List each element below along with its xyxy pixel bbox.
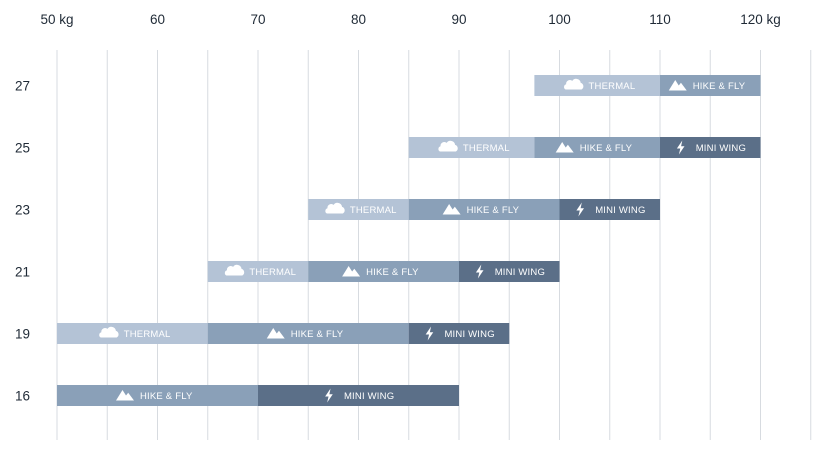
- bar-segment-label: HIKE & FLY: [366, 267, 419, 278]
- bar-segment-label: HIKE & FLY: [467, 205, 520, 216]
- cloud-icon: [99, 326, 119, 338]
- bar-segment-label: THERMAL: [463, 143, 510, 154]
- x-axis-ticks: 50 kg 60 70 80 90 100 110 120 kg: [40, 12, 780, 27]
- mountain-icon: [442, 204, 461, 215]
- row-size-label: 25: [15, 141, 30, 156]
- bar-segment-mini-wing: MINI WING: [660, 137, 761, 158]
- mountain-icon: [668, 80, 687, 91]
- bar-segment-mini-wing: MINI WING: [258, 385, 459, 406]
- lightning-icon: [576, 202, 584, 217]
- x-tick-label: 90: [451, 12, 466, 27]
- grid-lines: [56, 50, 812, 440]
- x-tick-label: 80: [351, 12, 366, 27]
- chart-row: 23 THERMAL HIKE & FLY MINI WING: [15, 199, 660, 220]
- cloud-icon: [564, 78, 584, 90]
- bar-segment-label: MINI WING: [595, 205, 645, 216]
- mountain-icon: [116, 390, 134, 401]
- bar-rect: [459, 261, 560, 282]
- bar-rect: [57, 385, 258, 406]
- bar-segment-hike-fly: HIKE & FLY: [534, 137, 660, 158]
- bar-segment-thermal: THERMAL: [207, 261, 309, 282]
- bar-rect: [408, 199, 560, 220]
- x-tick-label: 60: [150, 12, 165, 27]
- x-tick-label: 70: [250, 12, 265, 27]
- bar-segment-mini-wing: MINI WING: [559, 199, 660, 220]
- x-tick-label: 120 kg: [740, 12, 781, 27]
- chart-row: 25 THERMAL HIKE & FLY MINI WING: [15, 137, 761, 158]
- bar-segment-mini-wing: MINI WING: [459, 261, 560, 282]
- bar-segment-hike-fly: HIKE & FLY: [408, 199, 560, 220]
- bar-segment-label: MINI WING: [696, 143, 746, 154]
- bar-segment-mini-wing: MINI WING: [408, 323, 510, 344]
- bar-rect: [57, 323, 208, 344]
- x-tick-label: 100: [548, 12, 571, 27]
- chart-row: 16 HIKE & FLY MINI WING: [15, 385, 459, 406]
- chart-rows: 27 THERMAL HIKE & FLY 25 THERMAL HIKE & FLY MI…: [15, 75, 761, 406]
- bar-segment-label: HIKE & FLY: [291, 329, 344, 340]
- chart-row: 19 THERMAL HIKE & FLY MINI WING: [15, 323, 510, 344]
- mountain-icon: [266, 328, 285, 339]
- row-size-label: 27: [15, 79, 30, 94]
- bar-segment-hike-fly: HIKE & FLY: [207, 323, 409, 344]
- bar-segment-label: MINI WING: [344, 391, 394, 402]
- bar-rect: [660, 75, 761, 96]
- lightning-icon: [325, 388, 333, 403]
- bar-segment-label: THERMAL: [124, 329, 171, 340]
- cloud-icon: [438, 140, 458, 152]
- chart-row: 21 THERMAL HIKE & FLY MINI WING: [15, 261, 560, 282]
- bar-rect: [207, 261, 309, 282]
- bar-rect: [308, 199, 409, 220]
- bar-segment-label: HIKE & FLY: [580, 143, 633, 154]
- bar-segment-label: MINI WING: [444, 329, 494, 340]
- chart-row: 27 THERMAL HIKE & FLY: [15, 75, 761, 96]
- row-size-label: 16: [15, 389, 30, 404]
- cloud-icon: [224, 264, 245, 276]
- bar-rect: [207, 323, 409, 344]
- bar-rect: [408, 323, 510, 344]
- bar-rect: [308, 261, 459, 282]
- bar-segment-label: MINI WING: [495, 267, 545, 278]
- lightning-icon: [425, 326, 434, 341]
- row-size-label: 23: [15, 203, 30, 218]
- x-tick-label: 50 kg: [40, 12, 73, 27]
- bar-rect: [534, 75, 660, 96]
- bar-segment-label: THERMAL: [589, 81, 636, 92]
- bar-segment-thermal: THERMAL: [57, 323, 208, 344]
- mountain-icon: [342, 266, 361, 277]
- bar-segment-hike-fly: HIKE & FLY: [308, 261, 459, 282]
- bar-rect: [660, 137, 761, 158]
- bar-segment-thermal: THERMAL: [408, 137, 535, 158]
- bar-rect: [408, 137, 535, 158]
- bar-segment-hike-fly: HIKE & FLY: [57, 385, 258, 406]
- bar-segment-label: HIKE & FLY: [140, 391, 193, 402]
- bar-segment-label: THERMAL: [350, 205, 397, 216]
- bar-rect: [534, 137, 660, 158]
- bar-segment-thermal: THERMAL: [534, 75, 660, 96]
- bar-segment-thermal: THERMAL: [308, 199, 409, 220]
- lightning-icon: [475, 264, 484, 279]
- row-size-label: 21: [15, 265, 30, 280]
- lightning-icon: [676, 140, 685, 155]
- mountain-icon: [555, 142, 574, 153]
- bar-segment-label: THERMAL: [249, 267, 296, 278]
- row-size-label: 19: [15, 327, 30, 342]
- x-tick-label: 110: [649, 12, 671, 27]
- bar-rect: [258, 385, 459, 406]
- bar-rect: [559, 199, 660, 220]
- bar-segment-hike-fly: HIKE & FLY: [660, 75, 761, 96]
- bar-segment-label: HIKE & FLY: [693, 81, 746, 92]
- cloud-icon: [325, 202, 345, 214]
